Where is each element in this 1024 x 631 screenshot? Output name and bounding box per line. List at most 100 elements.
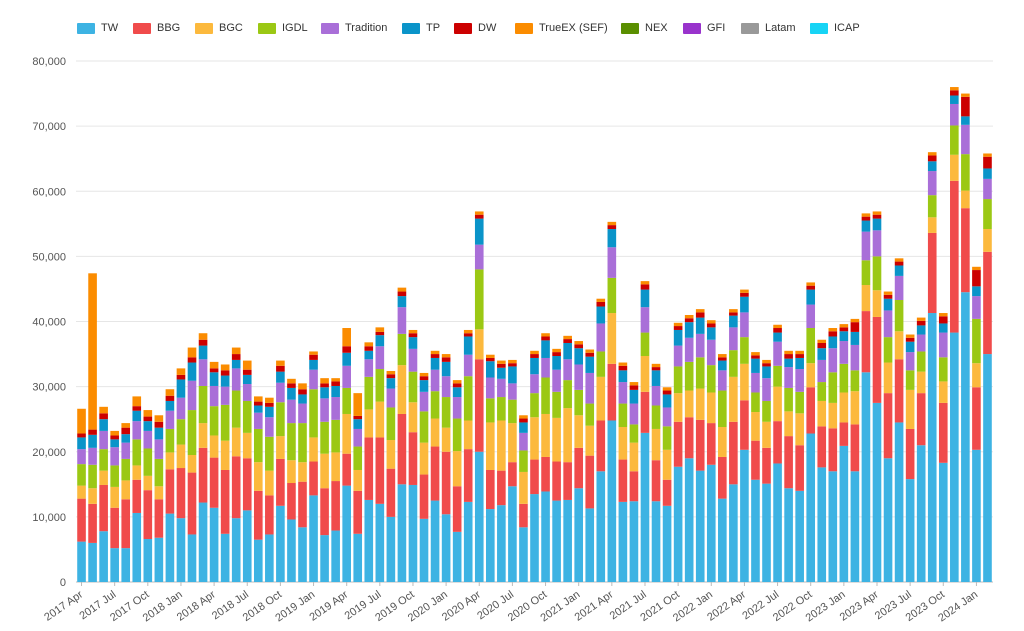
bar-segment[interactable] <box>187 534 197 582</box>
bar-segment[interactable] <box>950 180 959 333</box>
bar-segment[interactable] <box>894 331 904 360</box>
bar-segment[interactable] <box>441 376 451 398</box>
bar-segment[interactable] <box>673 466 683 582</box>
bar-segment[interactable] <box>187 380 197 411</box>
bar-segment[interactable] <box>220 440 230 470</box>
bar-segment[interactable] <box>673 326 683 330</box>
bar-segment[interactable] <box>773 328 782 333</box>
bar-segment[interactable] <box>740 296 749 313</box>
bar-segment[interactable] <box>806 289 816 305</box>
bar-segment[interactable] <box>585 403 595 426</box>
bar-segment[interactable] <box>154 427 164 440</box>
bar-segment[interactable] <box>143 475 153 491</box>
bar-segment[interactable] <box>784 358 793 368</box>
bar-segment[interactable] <box>574 488 584 582</box>
bar-segment[interactable] <box>784 387 793 412</box>
bar-segment[interactable] <box>894 275 904 301</box>
bar-segment[interactable] <box>154 415 164 422</box>
legend-item[interactable]: BBG <box>133 20 180 36</box>
bar-segment[interactable] <box>695 388 705 420</box>
bar-segment[interactable] <box>386 374 396 379</box>
bar-segment[interactable] <box>430 418 440 447</box>
bar-segment[interactable] <box>563 462 572 500</box>
bar-segment[interactable] <box>519 503 528 528</box>
bar-segment[interactable] <box>265 470 274 496</box>
bar-segment[interactable] <box>927 161 937 172</box>
bar-segment[interactable] <box>77 485 86 499</box>
bar-segment[interactable] <box>662 394 672 408</box>
bar-segment[interactable] <box>927 155 937 162</box>
bar-segment[interactable] <box>331 481 340 531</box>
bar-segment[interactable] <box>983 178 992 200</box>
bar-segment[interactable] <box>143 490 153 540</box>
bar-segment[interactable] <box>762 421 771 448</box>
bar-segment[interactable] <box>585 352 595 357</box>
bar-segment[interactable] <box>132 406 142 411</box>
bar-segment[interactable] <box>132 479 142 513</box>
bar-segment[interactable] <box>563 380 572 409</box>
bar-segment[interactable] <box>143 430 153 449</box>
legend-item[interactable]: Tradition <box>321 20 387 36</box>
bar-segment[interactable] <box>110 430 119 436</box>
bar-segment[interactable] <box>519 422 528 433</box>
bar-segment[interactable] <box>342 387 351 414</box>
bar-segment[interactable] <box>629 471 639 502</box>
bar-segment[interactable] <box>253 401 263 406</box>
bar-segment[interactable] <box>607 277 617 314</box>
bar-segment[interactable] <box>110 439 119 448</box>
bar-segment[interactable] <box>187 455 197 473</box>
bar-segment[interactable] <box>265 534 274 582</box>
bar-segment[interactable] <box>497 367 506 379</box>
bar-segment[interactable] <box>452 451 462 487</box>
bar-segment[interactable] <box>916 445 926 582</box>
bar-segment[interactable] <box>386 388 396 408</box>
bar-segment[interactable] <box>154 486 164 500</box>
bar-segment[interactable] <box>364 437 374 500</box>
bar-segment[interactable] <box>541 413 550 457</box>
bar-segment[interactable] <box>519 415 528 419</box>
bar-segment[interactable] <box>795 413 804 446</box>
bar-segment[interactable] <box>552 369 561 392</box>
bar-segment[interactable] <box>309 389 318 438</box>
bar-segment[interactable] <box>563 408 572 463</box>
bar-segment[interactable] <box>961 96 970 117</box>
bar-segment[interactable] <box>983 354 992 582</box>
bar-segment[interactable] <box>872 218 882 231</box>
bar-segment[interactable] <box>972 318 981 364</box>
bar-segment[interactable] <box>342 328 351 347</box>
bar-segment[interactable] <box>497 378 506 398</box>
bar-segment[interactable] <box>143 539 153 582</box>
bar-segment[interactable] <box>419 474 429 519</box>
bar-segment[interactable] <box>729 312 738 316</box>
bar-segment[interactable] <box>298 383 307 390</box>
bar-segment[interactable] <box>430 354 440 358</box>
bar-segment[interactable] <box>618 365 628 371</box>
bar-segment[interactable] <box>265 417 274 437</box>
bar-segment[interactable] <box>872 402 882 582</box>
bar-segment[interactable] <box>276 360 285 366</box>
bar-segment[interactable] <box>198 423 208 448</box>
bar-segment[interactable] <box>784 354 793 359</box>
bar-segment[interactable] <box>706 392 716 424</box>
bar-segment[interactable] <box>154 439 164 459</box>
legend-item[interactable]: IGDL <box>258 20 308 36</box>
bar-segment[interactable] <box>253 396 263 402</box>
bar-segment[interactable] <box>242 400 252 433</box>
bar-segment[interactable] <box>729 350 738 377</box>
bar-segment[interactable] <box>530 393 539 418</box>
bar-segment[interactable] <box>276 436 285 459</box>
bar-segment[interactable] <box>198 447 208 503</box>
bar-segment[interactable] <box>983 199 992 230</box>
bar-segment[interactable] <box>773 341 782 366</box>
bar-segment[interactable] <box>99 430 108 450</box>
bar-segment[interactable] <box>353 533 363 582</box>
bar-segment[interactable] <box>916 351 926 372</box>
bar-segment[interactable] <box>353 469 363 491</box>
bar-segment[interactable] <box>718 360 727 371</box>
bar-segment[interactable] <box>828 331 838 337</box>
bar-segment[interactable] <box>817 359 827 383</box>
bar-segment[interactable] <box>408 484 418 582</box>
bar-segment[interactable] <box>729 309 738 313</box>
bar-segment[interactable] <box>397 307 407 334</box>
bar-segment[interactable] <box>961 208 970 293</box>
